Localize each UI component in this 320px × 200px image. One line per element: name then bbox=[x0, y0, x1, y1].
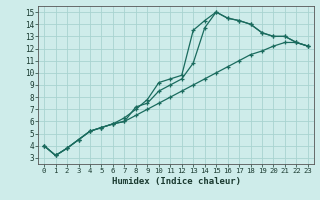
X-axis label: Humidex (Indice chaleur): Humidex (Indice chaleur) bbox=[111, 177, 241, 186]
